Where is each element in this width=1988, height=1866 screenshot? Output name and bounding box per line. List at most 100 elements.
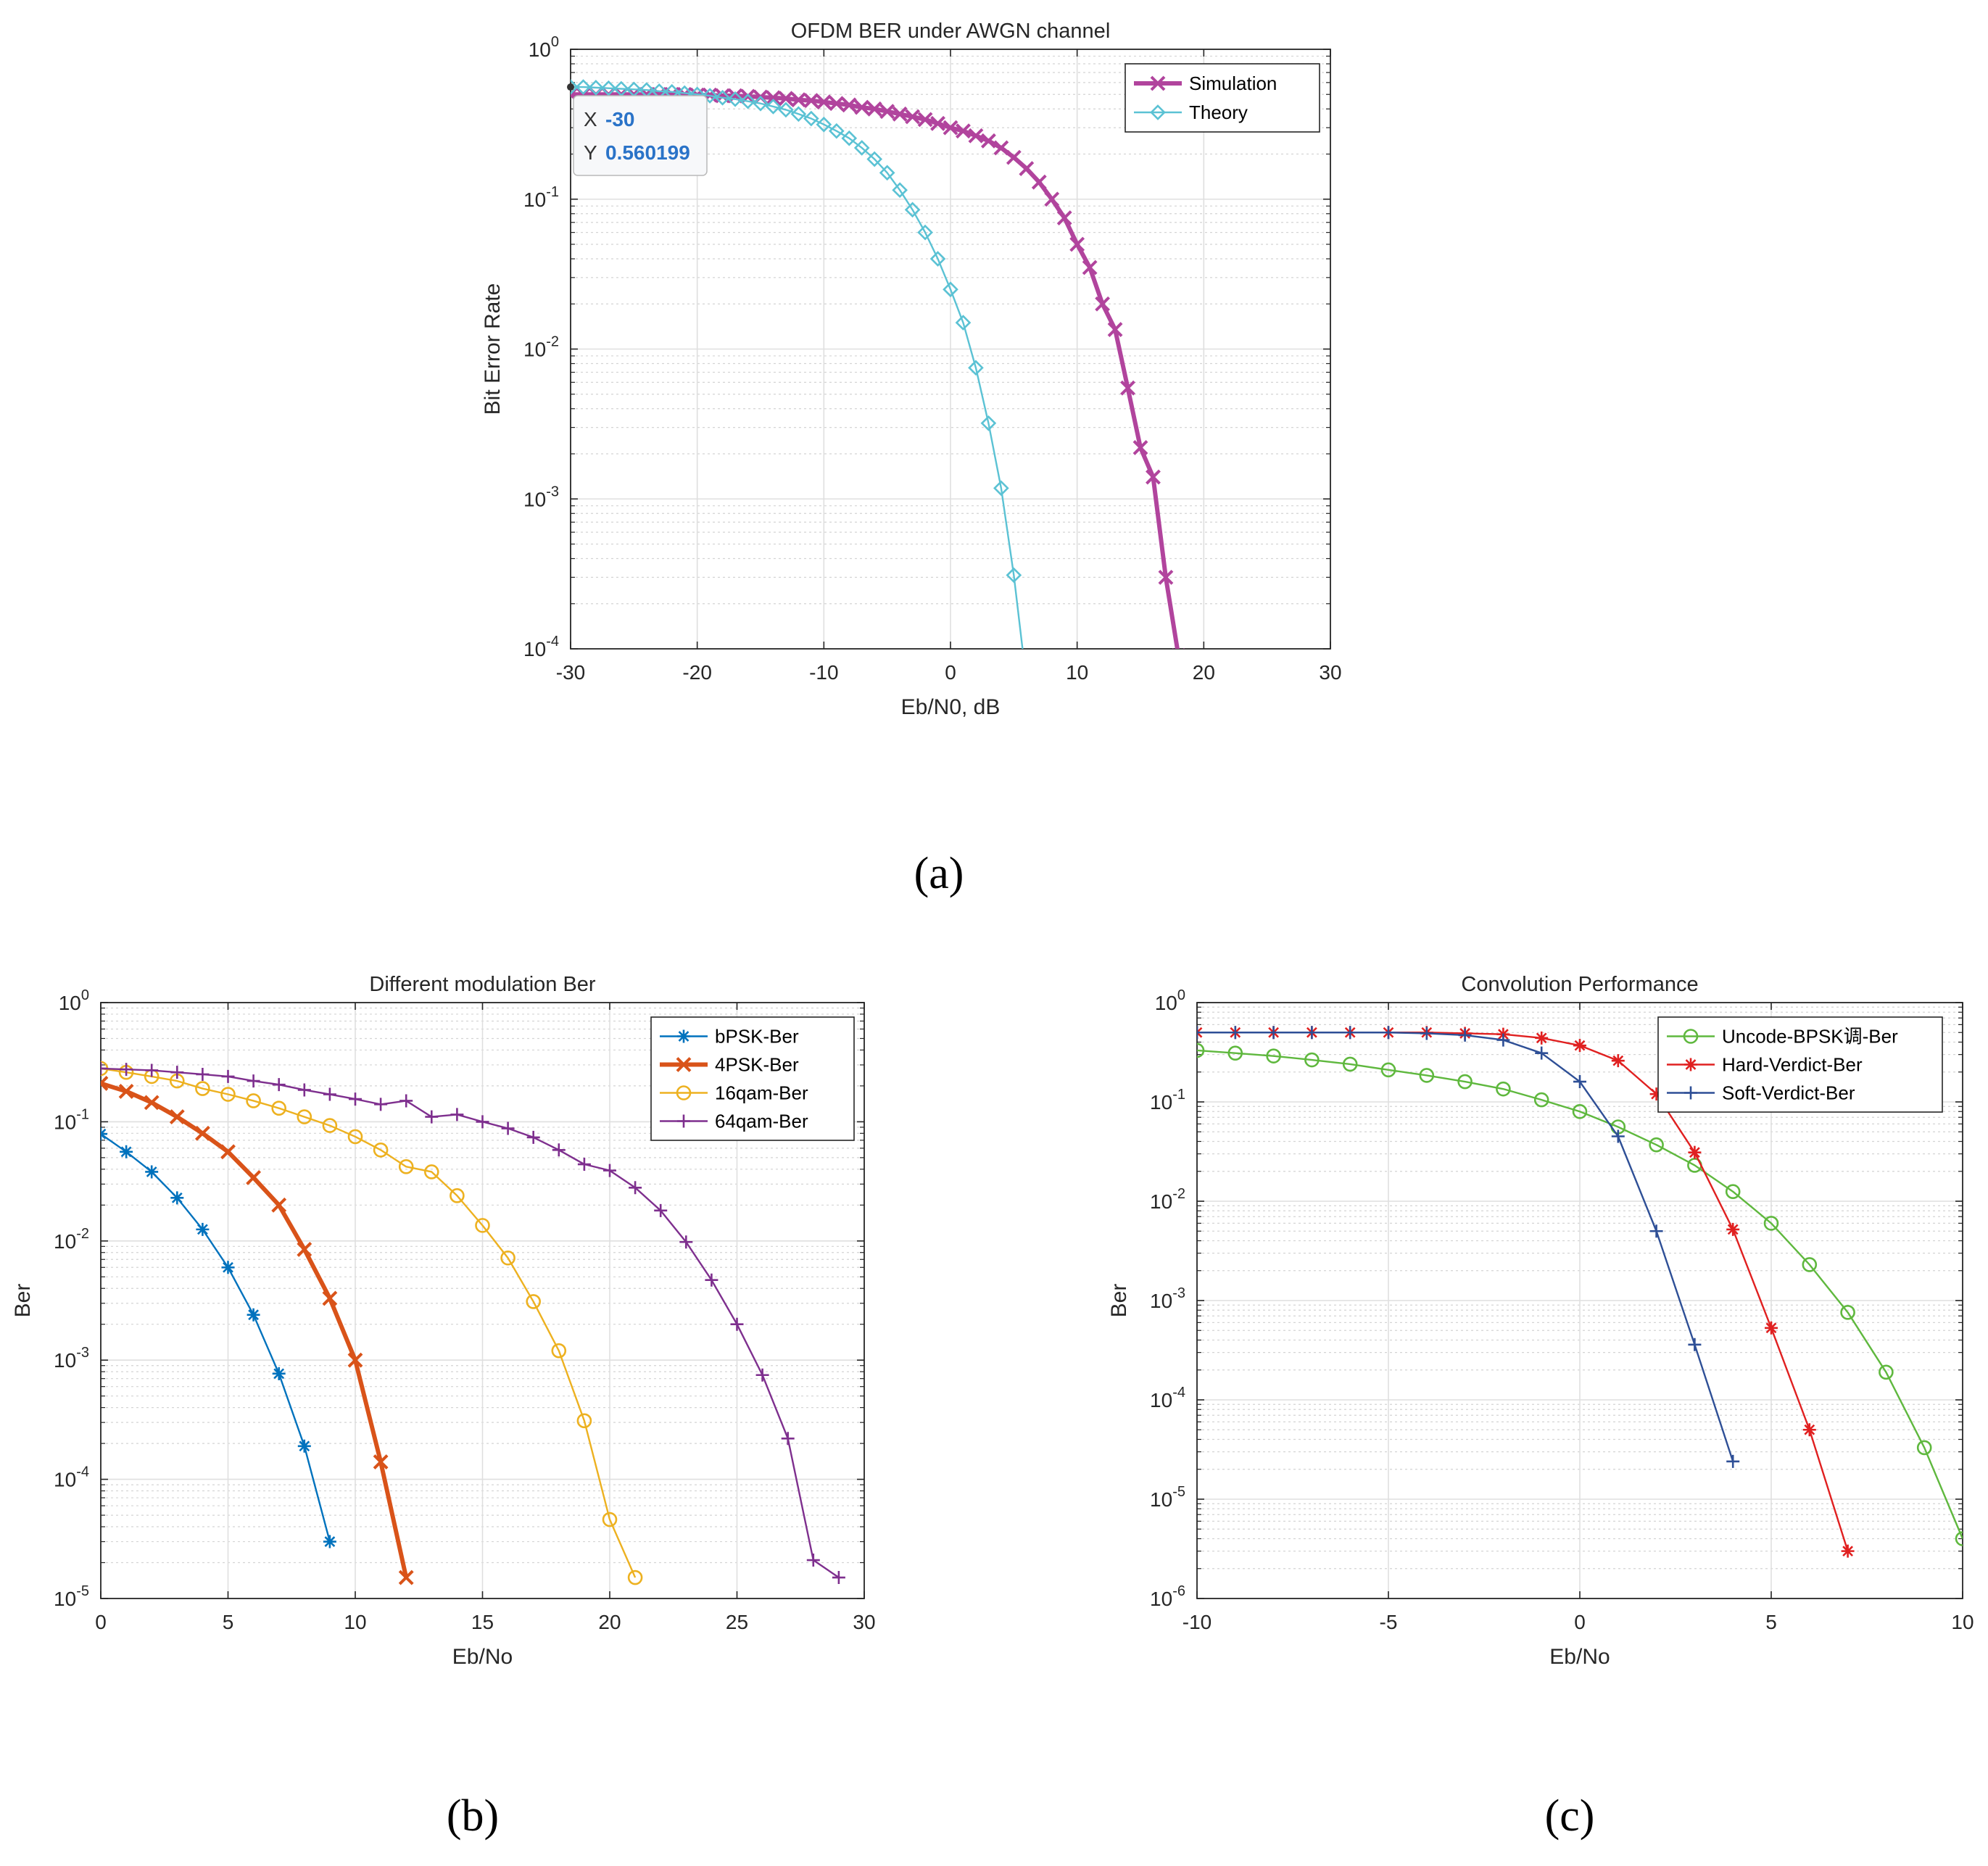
data-point [272,1078,286,1092]
data-point [1304,1052,1320,1068]
data-point [221,1261,235,1274]
x-tick-label: 5 [1765,1611,1777,1633]
data-point [1688,1338,1702,1351]
data-point [816,94,832,110]
legend-marker [676,1057,692,1072]
data-point [853,140,870,156]
data-point [246,1093,261,1108]
data-point [1197,1042,1205,1058]
data-point [526,1130,540,1144]
y-tick-label: 10-3 [1150,1285,1185,1312]
data-point [841,130,858,146]
data-point [1840,1305,1855,1320]
data-point [1146,469,1161,485]
y-tick-label: 10-5 [54,1583,89,1610]
data-point [220,1087,236,1102]
data-point [1228,1026,1242,1040]
data-point [766,90,781,106]
data-point [781,1432,795,1446]
data-point [1044,191,1060,207]
data-point [993,480,1009,497]
data-point [1802,1423,1816,1437]
y-tick-label: 10-2 [54,1226,89,1253]
legend-label: Soft-Verdict-Ber [1722,1082,1855,1104]
data-point [247,1308,260,1322]
panel-label: (a) [914,849,964,898]
data-point [322,1118,338,1133]
legend-label: bPSK-Ber [715,1026,799,1048]
series-4PSK-Ber [101,1076,414,1585]
datatip-box [573,95,708,176]
series-line [1197,1049,1963,1539]
data-point [1266,1048,1281,1063]
data-point [778,91,794,107]
data-point [1535,1046,1549,1060]
data-point [1879,1364,1894,1380]
chart-a: -30 -20 -10 0 10 20 30 10-4 10-3 10-2 10-1 100 OFDM … [481,20,1342,898]
data-point [475,1218,490,1233]
data-point [501,1121,515,1135]
data-point [1955,1531,1963,1546]
data-point [806,1554,820,1567]
data-point [1019,161,1035,176]
legend[interactable]: Simulation Theory [1125,63,1320,133]
x-tick-label: 10 [344,1611,366,1633]
legend-label: 4PSK-Ber [715,1054,799,1076]
data-point [246,1170,262,1185]
data-point [854,99,870,115]
data-point [943,120,958,136]
legend-label: Hard-Verdict-Ber [1722,1054,1863,1076]
panel-label: (c) [1545,1791,1595,1841]
data-point [1342,1056,1358,1072]
data-point [879,165,895,181]
datatip[interactable]: X -30 Y 0.560199 [567,83,708,176]
y-tick-label: 10-3 [523,484,559,510]
data-point [968,360,984,376]
data-point [1535,1031,1549,1045]
data-point [144,1095,160,1111]
data-point [145,1063,159,1077]
data-point [1916,1440,1932,1456]
data-point [1573,1039,1586,1053]
datatip-x-label: X [584,108,597,130]
y-tick-label: 10-4 [1150,1385,1185,1411]
data-point [349,1092,362,1106]
legend-marker [1684,1086,1697,1100]
data-point [170,1066,184,1079]
data-point [917,224,933,241]
data-point [832,1571,845,1585]
data-point [753,95,769,112]
datatip-marker [567,83,574,91]
x-tick-label: -10 [809,661,838,684]
series-group [1197,1026,1963,1558]
data-point [423,1164,439,1179]
y-tick-label: 10-1 [523,184,559,211]
data-point [1172,648,1185,649]
x-tick-label: 25 [726,1611,748,1633]
data-point [1197,1026,1204,1040]
data-point [1267,1026,1280,1040]
data-point [450,1108,464,1121]
data-point [1496,1033,1510,1047]
data-point [930,115,945,131]
legend[interactable]: bPSK-Ber 4PSK-Ber 16qam-Ber 64qam-Ber [650,1016,855,1141]
datatip-x-value: -30 [605,108,634,130]
data-point [1496,1081,1511,1097]
data-point [866,151,883,167]
legend-marker [676,1085,692,1100]
series-Soft-Verdict-Ber [1197,1026,1740,1468]
data-point [476,1115,489,1129]
data-point [101,1076,109,1091]
x-tick-label: 10 [1066,661,1088,684]
legend-marker [1684,1058,1697,1071]
legend-marker [677,1114,690,1128]
data-point [145,1165,159,1179]
data-point [118,1084,134,1099]
x-axis-label: Eb/No [452,1645,513,1669]
data-point [399,1094,413,1108]
data-point [755,1368,769,1382]
legend[interactable]: Uncode-BPSK调-Ber Hard-Verdict-Ber Soft-Ver… [1657,1016,1943,1113]
data-point [629,1181,642,1195]
y-tick-label: 10-4 [523,634,559,660]
